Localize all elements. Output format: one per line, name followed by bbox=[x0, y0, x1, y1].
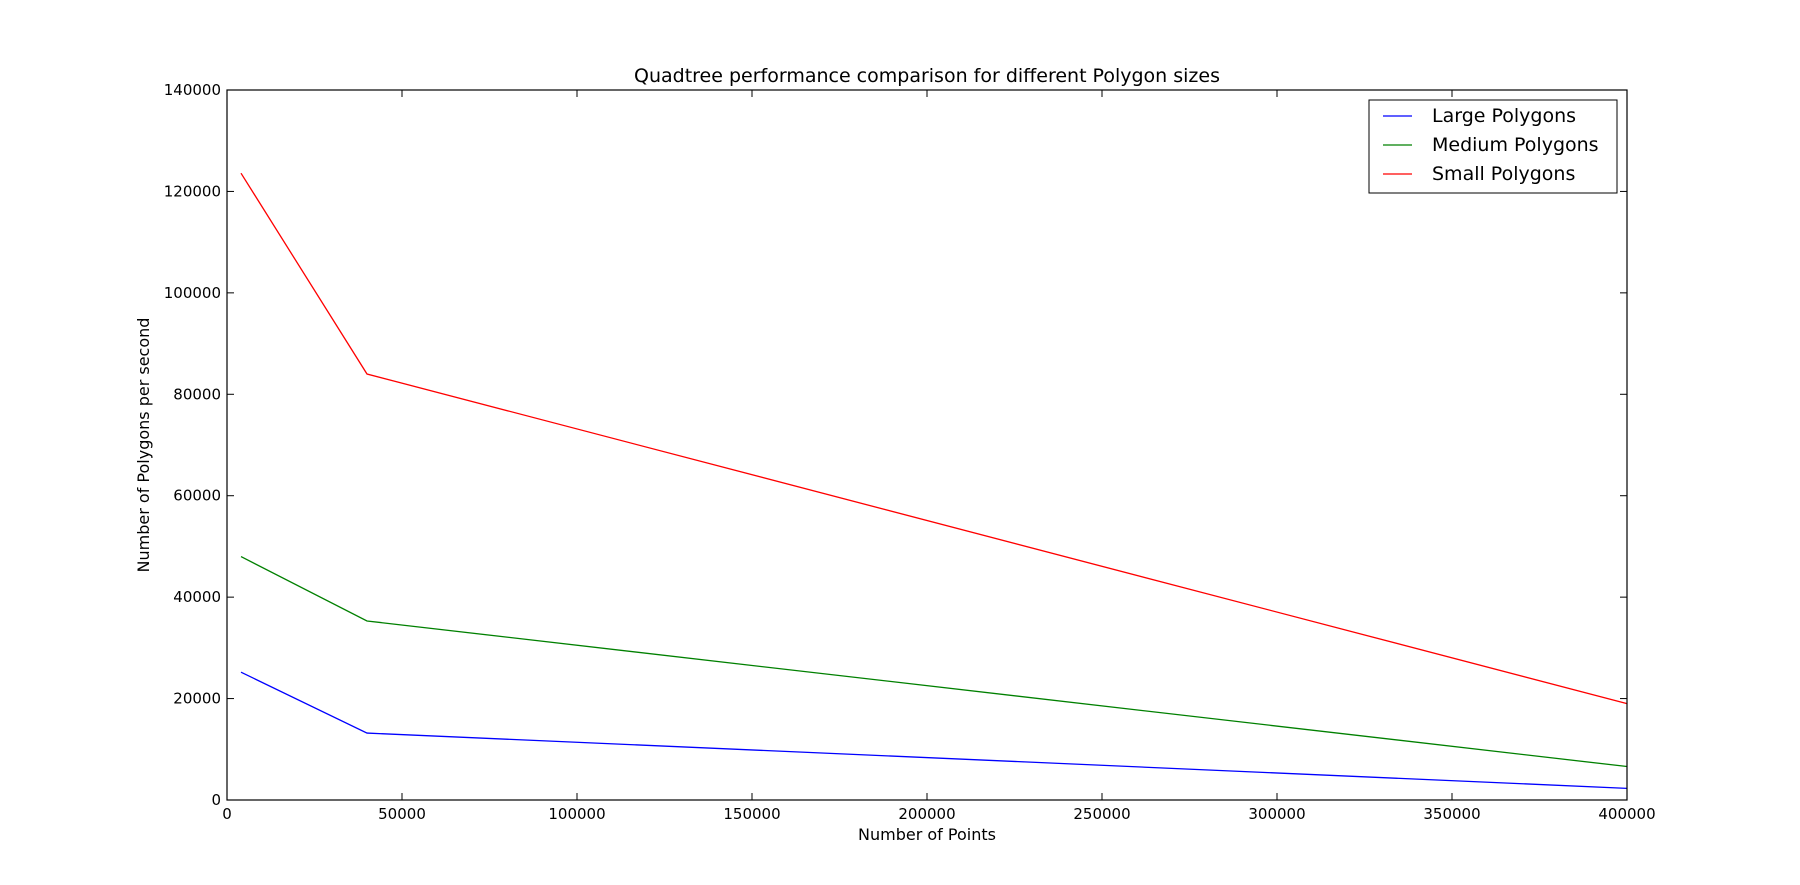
x-tick-label: 50000 bbox=[378, 805, 426, 823]
x-axis-label: Number of Points bbox=[858, 825, 996, 844]
y-tick-label: 120000 bbox=[164, 182, 221, 200]
series-layer bbox=[240, 172, 1628, 789]
x-tick-label: 200000 bbox=[898, 805, 955, 823]
x-tick-label: 150000 bbox=[723, 805, 780, 823]
y-tick-label: 60000 bbox=[173, 487, 221, 505]
y-tick-label: 40000 bbox=[173, 588, 221, 606]
legend: Large Polygons Medium Polygons Small Pol… bbox=[1368, 99, 1618, 194]
ticks-layer bbox=[226, 89, 1628, 801]
chart-title: Quadtree performance comparison for diff… bbox=[634, 65, 1220, 87]
legend-label-small: Small Polygons bbox=[1432, 163, 1575, 185]
y-tick-labels: 0 20000 40000 60000 80000 100000 120000 140000 bbox=[164, 81, 221, 809]
y-tick-label: 140000 bbox=[164, 81, 221, 99]
x-tick-label: 400000 bbox=[1598, 805, 1655, 823]
x-tick-label: 350000 bbox=[1423, 805, 1480, 823]
x-tick-label: 300000 bbox=[1248, 805, 1305, 823]
series-line-medium-polygons bbox=[240, 555, 1628, 768]
x-tick-label: 100000 bbox=[548, 805, 605, 823]
y-axis-label: Number of Polygons per second bbox=[134, 318, 153, 573]
legend-box bbox=[1368, 99, 1618, 194]
x-tick-label: 0 bbox=[222, 805, 232, 823]
series-line-small-polygons bbox=[240, 172, 1628, 705]
x-tick-labels: 0 50000 100000 150000 200000 250000 300000 3500… bbox=[222, 805, 1655, 823]
series-line-large-polygons bbox=[240, 671, 1628, 789]
y-tick-label: 0 bbox=[211, 791, 221, 809]
legend-label-medium: Medium Polygons bbox=[1432, 134, 1599, 156]
x-tick-label: 250000 bbox=[1073, 805, 1130, 823]
y-tick-label: 100000 bbox=[164, 284, 221, 302]
y-tick-label: 80000 bbox=[173, 385, 221, 403]
y-tick-label: 20000 bbox=[173, 690, 221, 708]
plot-frame bbox=[226, 89, 1628, 801]
legend-label-large: Large Polygons bbox=[1432, 105, 1576, 127]
